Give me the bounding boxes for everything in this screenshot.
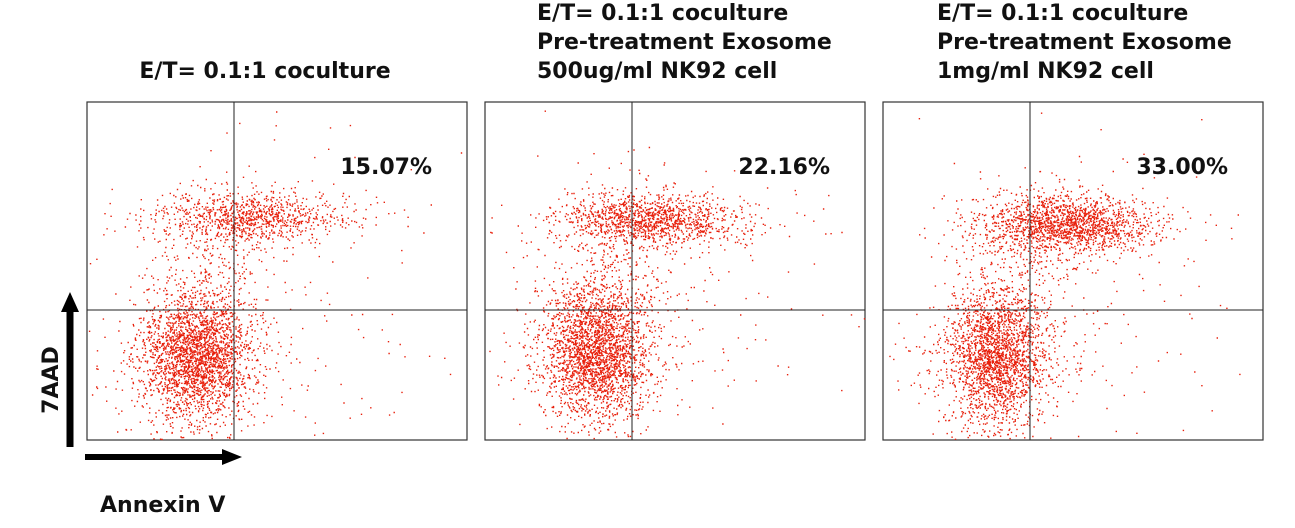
plot-frame — [882, 101, 1264, 441]
y-axis-label: 7AAD — [39, 346, 64, 414]
panel-title: E/T= 0.1:1 coculture — [537, 1, 788, 26]
x-axis-label: Annexin V — [100, 493, 225, 518]
quadrant-percentage: 15.07% — [340, 155, 432, 180]
panel-title: 500ug/ml NK92 cell — [537, 59, 777, 84]
panel-title: 1mg/ml NK92 cell — [937, 59, 1154, 84]
plot-frame — [86, 101, 468, 441]
quadrant-percentage: 33.00% — [1136, 155, 1228, 180]
x-arrow-head — [222, 449, 242, 465]
panel-title: Pre-treatment Exosome — [937, 30, 1232, 55]
panel-title: E/T= 0.1:1 coculture — [139, 59, 390, 84]
panel-title: Pre-treatment Exosome — [537, 30, 832, 55]
quadrant-percentage: 22.16% — [738, 155, 830, 180]
plot-frame — [484, 101, 866, 441]
panel-title: E/T= 0.1:1 coculture — [937, 1, 1188, 26]
y-arrow-head — [61, 292, 79, 312]
scatter-dots — [489, 110, 866, 440]
